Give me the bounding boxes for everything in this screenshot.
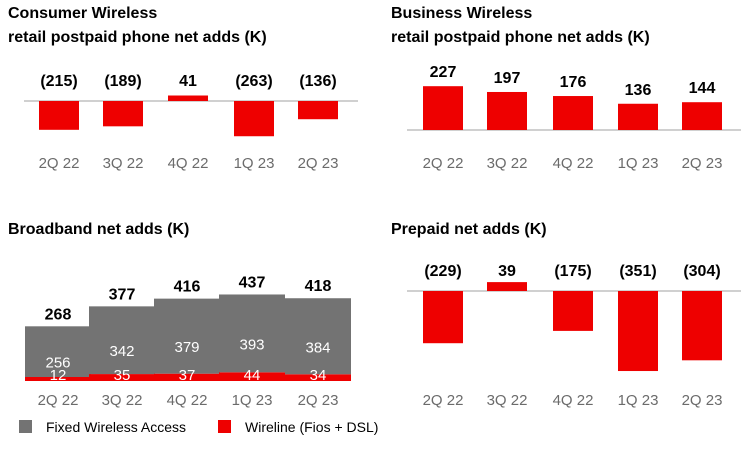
consumer-tick-4: 1Q 23	[234, 155, 275, 172]
consumer-tick-1: 2Q 22	[39, 155, 80, 172]
prepaid-tick-5: 2Q 23	[682, 392, 723, 409]
business-bar-4	[618, 103, 658, 130]
broadband-fwa-label-2: 342	[109, 343, 134, 360]
prepaid-bar-3	[553, 291, 593, 331]
broadband-wireline-label-2: 35	[114, 367, 131, 384]
legend-wireline-swatch	[218, 420, 231, 433]
business-title-line-1: Business Wireless	[391, 5, 532, 22]
broadband-fwa-bar-4	[219, 294, 285, 373]
broadband-fwa-label-3: 379	[174, 339, 199, 356]
broadband-total-label-2: 377	[109, 286, 136, 303]
consumer-bar-1	[39, 101, 79, 130]
broadband-wireline-bar-3	[154, 373, 220, 381]
broadband-tick-4: 1Q 23	[232, 392, 273, 409]
consumer-bar-5	[298, 101, 338, 120]
broadband-fwa-bar-3	[154, 298, 220, 374]
broadband-wireline-label-3: 37	[179, 367, 196, 384]
business-bar-5	[682, 102, 722, 130]
broadband-tick-3: 4Q 22	[167, 392, 208, 409]
broadband-total-label-1: 268	[45, 306, 72, 323]
broadband-fwa-label-1: 256	[45, 355, 70, 372]
business-tick-4: 1Q 23	[618, 155, 659, 172]
prepaid-value-label-1: (229)	[424, 263, 461, 280]
consumer-bar-2	[103, 101, 143, 127]
broadband-fwa-bar-2	[89, 306, 155, 375]
prepaid-value-label-3: (175)	[554, 263, 591, 280]
prepaid-value-label-5: (304)	[683, 263, 720, 280]
consumer-bar-3	[168, 95, 208, 101]
consumer-value-label-2: (189)	[104, 73, 141, 90]
broadband-fwa-label-5: 384	[305, 339, 330, 356]
broadband-total-label-3: 416	[174, 279, 201, 296]
broadband-fwa-bar-5	[285, 298, 351, 375]
broadband-wireline-bar-2	[89, 374, 155, 381]
prepaid-bar-5	[682, 291, 722, 361]
business-tick-1: 2Q 22	[423, 155, 464, 172]
legend-wireline-label: Wireline (Fios + DSL)	[245, 419, 378, 435]
prepaid-bar-4	[618, 291, 658, 372]
broadband-title-line-1: Broadband net adds (K)	[8, 221, 189, 238]
business-value-label-5: 144	[689, 80, 716, 97]
broadband-tick-1: 2Q 22	[38, 392, 79, 409]
consumer-value-label-3: 41	[179, 73, 197, 90]
prepaid-tick-2: 3Q 22	[487, 392, 528, 409]
business-tick-2: 3Q 22	[487, 155, 528, 172]
prepaid-bar-2	[487, 282, 527, 291]
broadband-tick-2: 3Q 22	[102, 392, 143, 409]
business-value-label-2: 197	[494, 70, 521, 87]
business-bar-3	[553, 96, 593, 130]
business-value-label-3: 176	[560, 74, 587, 91]
consumer-tick-5: 2Q 23	[298, 155, 339, 172]
business-tick-3: 4Q 22	[553, 155, 594, 172]
prepaid-tick-1: 2Q 22	[423, 392, 464, 409]
business-tick-5: 2Q 23	[682, 155, 723, 172]
broadband-fwa-bar-1	[25, 326, 91, 377]
business-bar-2	[487, 91, 527, 130]
broadband-fwa-label-4: 393	[239, 336, 264, 353]
business-bar-1	[423, 86, 463, 130]
broadband-total-label-5: 418	[305, 278, 332, 295]
broadband-wireline-bar-4	[219, 372, 285, 381]
broadband-wireline-bar-5	[285, 374, 351, 381]
consumer-tick-3: 4Q 22	[168, 155, 209, 172]
broadband-wireline-label-1: 12	[50, 367, 67, 384]
business-title-line-2: retail postpaid phone net adds (K)	[391, 29, 650, 46]
broadband-wireline-label-4: 44	[244, 367, 261, 384]
broadband-total-label-4: 437	[239, 274, 266, 291]
broadband-tick-5: 2Q 23	[298, 392, 339, 409]
prepaid-tick-3: 4Q 22	[553, 392, 594, 409]
broadband-wireline-label-5: 34	[310, 367, 327, 384]
business-value-label-4: 136	[625, 82, 652, 99]
consumer-value-label-1: (215)	[40, 73, 77, 90]
prepaid-tick-4: 1Q 23	[618, 392, 659, 409]
business-value-label-1: 227	[430, 64, 457, 81]
legend-fwa-swatch	[19, 420, 32, 433]
consumer-bar-4	[234, 101, 274, 137]
consumer-tick-2: 3Q 22	[103, 155, 144, 172]
prepaid-bar-1	[423, 291, 463, 344]
broadband-wireline-bar-1	[25, 377, 91, 381]
consumer-title-line-1: Consumer Wireless	[8, 5, 157, 22]
consumer-value-label-5: (136)	[299, 73, 336, 90]
legend-fwa-label: Fixed Wireless Access	[46, 419, 186, 435]
prepaid-title-line-1: Prepaid net adds (K)	[391, 221, 547, 238]
consumer-title-line-2: retail postpaid phone net adds (K)	[8, 29, 267, 46]
consumer-value-label-4: (263)	[235, 73, 272, 90]
prepaid-value-label-2: 39	[498, 263, 516, 280]
prepaid-value-label-4: (351)	[619, 263, 656, 280]
